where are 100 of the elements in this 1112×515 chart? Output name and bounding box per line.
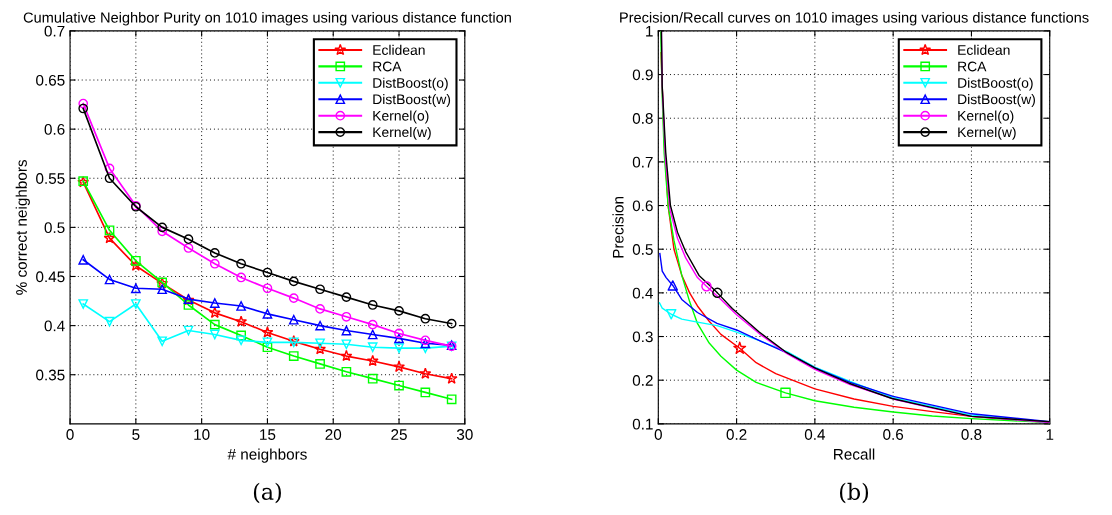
legend-label: Kernel(w) xyxy=(373,126,431,140)
point xyxy=(419,367,432,379)
legend-label: Eclidean xyxy=(373,44,425,55)
y-tick-label: 0.35 xyxy=(36,369,65,381)
point xyxy=(394,343,404,354)
point xyxy=(209,319,220,330)
y-tick-label: 0.8 xyxy=(632,113,653,124)
point xyxy=(288,351,299,361)
point xyxy=(701,281,712,292)
point xyxy=(78,254,89,265)
point xyxy=(209,298,220,308)
point xyxy=(104,316,115,327)
y-tick-label: 0.4 xyxy=(44,320,65,332)
point xyxy=(209,329,220,340)
y-tick-label: 0.6 xyxy=(632,200,653,212)
x-tick-label: 0.6 xyxy=(883,429,904,440)
x-axis-title: Recall xyxy=(834,448,875,460)
point xyxy=(78,98,89,109)
point xyxy=(130,255,141,266)
point xyxy=(367,342,378,353)
legend-label: DistBoost(w) xyxy=(958,94,1035,107)
x-tick-label: 20 xyxy=(325,429,342,440)
point xyxy=(393,360,406,373)
point xyxy=(340,349,353,362)
y-tick-label: 0.9 xyxy=(632,69,653,81)
point xyxy=(366,354,379,367)
chart-title: Precision/Recall curves on 1010 images using various distance functions xyxy=(620,12,1089,26)
point xyxy=(367,373,378,384)
point xyxy=(665,308,677,320)
point xyxy=(367,319,378,330)
point xyxy=(104,173,115,184)
point xyxy=(209,248,220,258)
point xyxy=(103,231,116,244)
point xyxy=(262,337,273,348)
point xyxy=(367,300,378,310)
y-tick-label: 0.4 xyxy=(632,287,653,299)
chart-title: Cumulative Neighbor Purity on 1010 images using various distance function xyxy=(23,12,511,26)
point xyxy=(262,308,273,319)
legend-label: Kernel(w) xyxy=(958,126,1016,140)
point xyxy=(446,318,457,329)
y-tick-label: 1 xyxy=(646,25,653,37)
point xyxy=(420,387,431,398)
point xyxy=(288,314,299,325)
point xyxy=(183,325,194,336)
x-tick-label: 5 xyxy=(132,429,140,440)
x-tick-label: 1 xyxy=(1046,429,1054,440)
y-tick-label: 0.7 xyxy=(44,25,65,37)
legend-label: DistBoost(w) xyxy=(373,94,451,107)
point xyxy=(236,272,246,283)
legend-label: DistBoost(o) xyxy=(958,77,1033,91)
point xyxy=(394,306,404,316)
point xyxy=(315,320,325,331)
y-axis-title: Precision xyxy=(612,196,624,258)
point xyxy=(341,366,352,377)
point xyxy=(446,394,457,405)
point xyxy=(288,276,299,287)
y-tick-label: 0.55 xyxy=(36,173,65,184)
y-tick-label: 0.45 xyxy=(36,271,65,283)
x-tick-label: 0 xyxy=(654,429,662,440)
point xyxy=(130,299,141,309)
point xyxy=(712,287,723,299)
point xyxy=(236,335,246,346)
point xyxy=(667,280,679,291)
point xyxy=(236,301,246,311)
point xyxy=(183,234,194,245)
x-tick-label: 0.2 xyxy=(726,429,747,440)
y-tick-label: 0.7 xyxy=(632,156,653,168)
point xyxy=(104,225,115,236)
point xyxy=(394,333,404,344)
point xyxy=(157,222,168,233)
point xyxy=(157,284,168,295)
text: (b) xyxy=(839,482,869,504)
point xyxy=(262,283,273,294)
x-tick-label: 25 xyxy=(391,429,407,440)
legend-label: Eclidean xyxy=(958,44,1010,55)
point xyxy=(183,300,194,310)
point xyxy=(104,274,115,285)
x-tick-label: 0.8 xyxy=(961,429,982,440)
point xyxy=(315,304,325,314)
legend-label: Kernel(o) xyxy=(373,110,429,124)
legend-label: DistBoost(o) xyxy=(373,77,448,91)
point xyxy=(445,372,458,384)
point xyxy=(733,341,747,354)
point xyxy=(780,387,791,399)
x-tick-label: 15 xyxy=(260,429,276,440)
point xyxy=(130,283,141,294)
legend-label: RCA xyxy=(373,61,402,72)
point xyxy=(262,267,273,278)
y-axis-title: % correct neighbors xyxy=(15,159,30,295)
legend-label: RCA xyxy=(958,61,987,72)
point xyxy=(104,163,115,174)
x-tick-label: 0 xyxy=(66,429,74,440)
y-tick-label: 0.5 xyxy=(44,222,65,234)
point xyxy=(341,311,352,322)
point xyxy=(341,292,352,302)
point xyxy=(367,329,378,340)
point xyxy=(261,326,274,338)
point xyxy=(420,343,431,354)
point xyxy=(157,336,168,347)
point xyxy=(157,226,168,237)
